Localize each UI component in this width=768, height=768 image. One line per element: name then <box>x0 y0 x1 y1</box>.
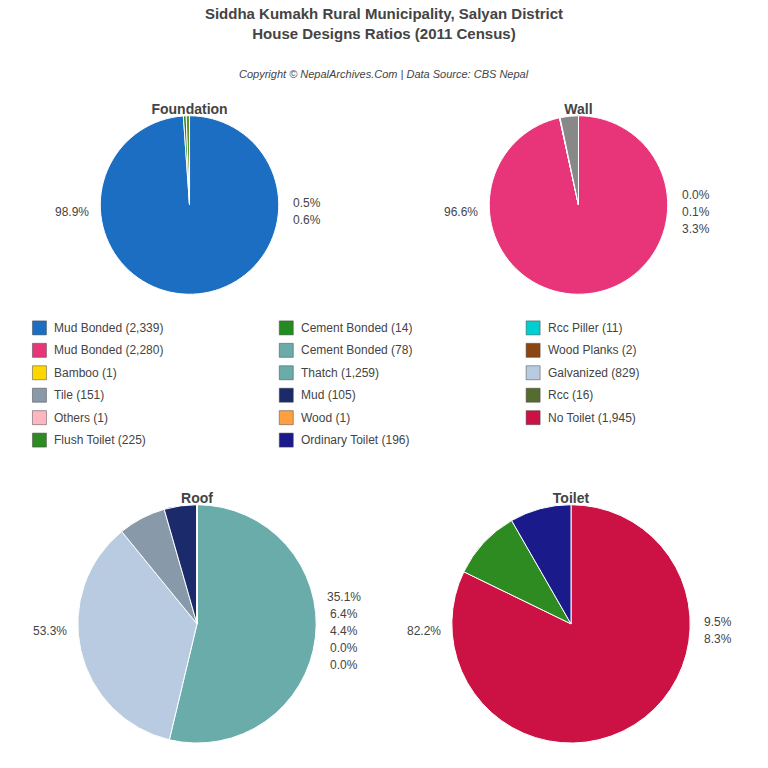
svg-text:Flush Toilet (225): Flush Toilet (225) <box>54 433 146 447</box>
svg-text:0.5%: 0.5% <box>293 196 321 210</box>
svg-text:Tile (151): Tile (151) <box>54 388 104 402</box>
svg-text:0.0%: 0.0% <box>330 641 358 655</box>
svg-text:Rcc Piller (11): Rcc Piller (11) <box>548 321 622 335</box>
svg-text:Wood Planks (2): Wood Planks (2) <box>548 343 636 357</box>
svg-text:Mud (105): Mud (105) <box>301 388 356 402</box>
svg-text:Bamboo (1): Bamboo (1) <box>54 366 117 380</box>
svg-text:Rcc (16): Rcc (16) <box>548 388 593 402</box>
svg-text:Cement Bonded (14): Cement Bonded (14) <box>301 321 412 335</box>
svg-text:Wall: Wall <box>564 101 592 117</box>
svg-text:Ordinary Toilet (196): Ordinary Toilet (196) <box>301 433 410 447</box>
svg-text:No Toilet (1,945): No Toilet (1,945) <box>548 411 636 425</box>
svg-text:0.0%: 0.0% <box>682 188 710 202</box>
svg-text:3.3%: 3.3% <box>682 222 710 236</box>
svg-text:Galvanized (829): Galvanized (829) <box>548 366 639 380</box>
svg-text:Roof: Roof <box>181 490 213 506</box>
svg-text:Siddha Kumakh Rural Municipali: Siddha Kumakh Rural Municipality, Salyan… <box>205 5 563 42</box>
svg-text:Cement Bonded (78): Cement Bonded (78) <box>301 343 412 357</box>
svg-text:Thatch (1,259): Thatch (1,259) <box>301 366 379 380</box>
svg-text:Toilet: Toilet <box>553 490 590 506</box>
svg-text:53.3%: 53.3% <box>33 624 67 638</box>
svg-text:0.1%: 0.1% <box>682 205 710 219</box>
svg-text:0.6%: 0.6% <box>293 213 321 227</box>
svg-text:Others (1): Others (1) <box>54 411 108 425</box>
svg-text:0.0%: 0.0% <box>330 658 358 672</box>
svg-text:8.3%: 8.3% <box>704 632 732 646</box>
svg-text:98.9%: 98.9% <box>55 205 89 219</box>
svg-text:Mud Bonded (2,280): Mud Bonded (2,280) <box>54 343 163 357</box>
svg-text:35.1%: 35.1% <box>327 590 361 604</box>
svg-text:9.5%: 9.5% <box>704 615 732 629</box>
svg-text:96.6%: 96.6% <box>444 205 478 219</box>
svg-text:4.4%: 4.4% <box>330 624 358 638</box>
svg-text:Wood (1): Wood (1) <box>301 411 350 425</box>
svg-text:Copyright © NepalArchives.Com: Copyright © NepalArchives.Com | Data Sou… <box>239 68 529 80</box>
svg-text:Mud Bonded (2,339): Mud Bonded (2,339) <box>54 321 163 335</box>
svg-text:6.4%: 6.4% <box>330 607 358 621</box>
svg-text:82.2%: 82.2% <box>407 624 441 638</box>
svg-text:Foundation: Foundation <box>151 101 227 117</box>
